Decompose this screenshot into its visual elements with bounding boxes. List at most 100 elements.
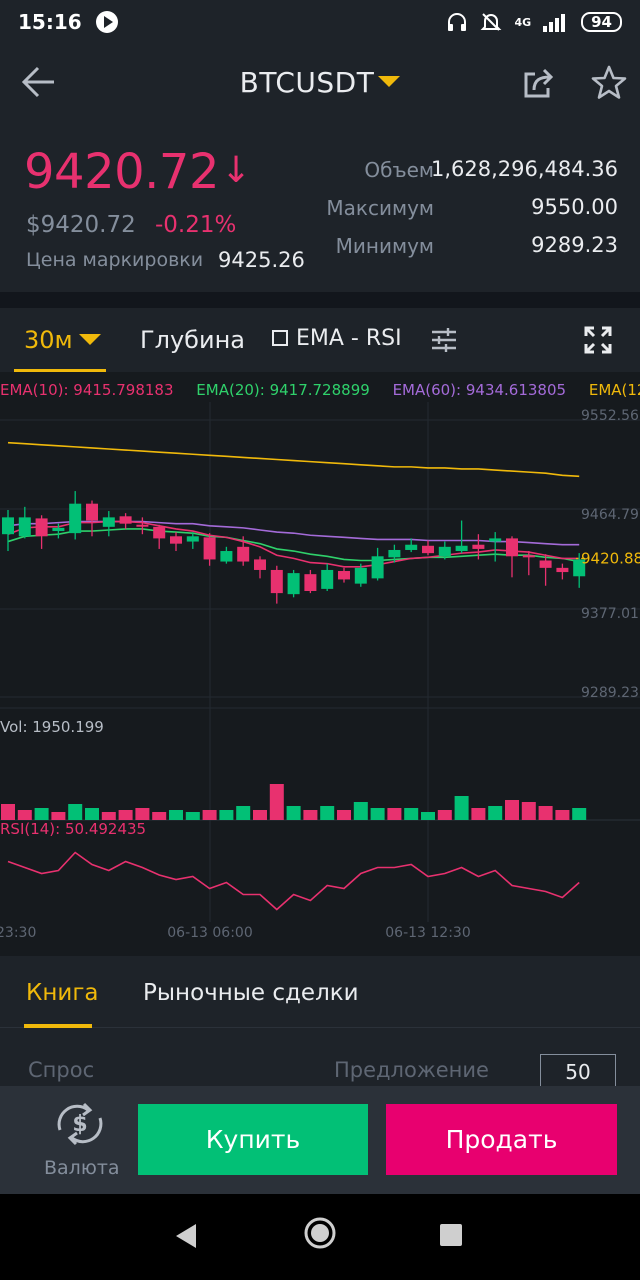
system-nav-bar <box>0 1194 640 1280</box>
candle-body <box>455 545 468 552</box>
ema10-line <box>7 520 580 568</box>
ema60-label: EMA(60): 9434.613805 <box>392 381 567 399</box>
candle-body <box>539 560 552 568</box>
buy-button[interactable]: Купить <box>138 1104 368 1175</box>
divider <box>0 292 640 308</box>
rsi-line <box>7 851 580 911</box>
interval-label: 30м <box>24 326 73 354</box>
volume-label: Vol: 1950.199 <box>0 718 104 736</box>
usd-price: $9420.72 <box>26 212 136 238</box>
volume-bar <box>387 808 402 820</box>
candle-body <box>489 538 502 542</box>
volume-bar <box>169 810 183 820</box>
candle-body <box>119 516 132 524</box>
interval-underline <box>14 369 106 372</box>
candle-body <box>52 527 65 532</box>
ema-legend: EMA(10): 9415.798183 EMA(20): 9417.72889… <box>0 381 640 399</box>
volume-bar <box>85 808 99 820</box>
header: BTCUSDT <box>0 44 640 122</box>
volume-bar <box>253 810 267 820</box>
candle-body <box>472 544 485 549</box>
volume-bar <box>337 810 351 820</box>
kline-chart[interactable]: 9552.56 9464.79 9377.01 9289.23 9420.88 Vol: … <box>0 372 640 956</box>
candle-body <box>102 517 115 527</box>
volume-bar <box>51 812 66 820</box>
caret-down-icon <box>378 75 401 87</box>
play-icon <box>95 11 118 33</box>
high-label: Максимум <box>326 196 434 220</box>
symbol-selector[interactable]: BTCUSDT <box>0 66 640 99</box>
nav-recents-icon[interactable] <box>440 1224 462 1246</box>
time-axis-label: 23:30 <box>0 925 36 941</box>
mute-bell-icon <box>481 13 502 31</box>
book-tabs: Книга Рыночные сделки <box>0 956 640 1028</box>
volume-bar <box>286 806 301 820</box>
bid-column-label: Спрос <box>28 1058 95 1082</box>
volume-bar <box>202 810 217 820</box>
candle-body <box>405 544 418 550</box>
order-book-header: Спрос Предложение 50 <box>0 1028 640 1088</box>
volume-bar <box>269 784 284 820</box>
depth-select[interactable]: 50 <box>540 1054 616 1088</box>
volume-bar <box>353 802 368 820</box>
share-icon[interactable] <box>522 66 556 100</box>
high-value: 9550.00 <box>531 195 618 219</box>
candle-body <box>203 537 216 560</box>
tab-order-book[interactable]: Книга <box>26 980 99 1006</box>
sell-button[interactable]: Продать <box>386 1104 617 1175</box>
volume-bar <box>152 812 167 820</box>
candle-body <box>388 549 401 558</box>
candle-body <box>438 546 451 557</box>
candle-body <box>354 567 367 584</box>
signal-icon <box>543 14 566 32</box>
caret-down-icon <box>78 333 101 345</box>
indicator-selector[interactable]: EMA - RSI <box>272 326 402 351</box>
tab-depth[interactable]: Глубина <box>140 326 245 354</box>
favorite-star-icon[interactable] <box>590 64 628 102</box>
nav-home-icon[interactable] <box>303 1216 337 1250</box>
nav-back-icon[interactable] <box>174 1222 198 1250</box>
price-axis-label: 9289.23 <box>581 685 639 701</box>
candle-body <box>136 524 149 527</box>
volume-bar <box>572 808 587 820</box>
svg-text:$: $ <box>72 1112 87 1137</box>
volume-bar <box>1 804 15 820</box>
status-bar: 15:16 4G 94 <box>0 0 640 44</box>
ask-column-label: Предложение <box>334 1058 489 1082</box>
candle-body <box>170 536 182 544</box>
fullscreen-icon[interactable] <box>584 326 612 354</box>
price-axis-label: 9552.56 <box>581 408 639 424</box>
low-value: 9289.23 <box>531 233 618 257</box>
battery-icon: 94 <box>581 12 622 32</box>
candle-body <box>287 573 300 595</box>
currency-exchange-icon[interactable]: $ <box>50 1100 110 1148</box>
volume-bar <box>185 812 200 820</box>
back-arrow-icon[interactable] <box>18 64 58 100</box>
volume-bar <box>538 806 553 820</box>
volume-label: Объем <box>364 158 434 182</box>
candle-body <box>18 517 31 537</box>
volume-bar <box>118 810 133 820</box>
volume-bar <box>454 796 469 820</box>
mark-price-label: Цена маркировки <box>26 249 204 271</box>
volume-value: 1,628,296,484.36 <box>430 157 618 181</box>
time-axis-label: 06-13 12:30 <box>385 925 470 941</box>
indicator-box-icon <box>272 330 288 346</box>
interval-selector[interactable]: 30м <box>24 326 101 354</box>
chart-canvas[interactable]: 9552.56 9464.79 9377.01 9289.23 9420.88 Vol: … <box>0 372 640 956</box>
indicator-label: EMA - RSI <box>296 326 402 351</box>
volume-bar <box>236 806 251 820</box>
volume-bar <box>34 808 49 820</box>
candle-body <box>338 571 350 580</box>
price-axis-label: 9464.79 <box>581 507 639 523</box>
price-axis-label: 9377.01 <box>581 606 639 622</box>
status-time: 15:16 <box>18 10 82 34</box>
volume-bar <box>521 802 536 820</box>
volume-bar <box>68 804 83 820</box>
currency-label[interactable]: Валюта <box>44 1157 120 1179</box>
settings-sliders-icon[interactable] <box>430 326 458 354</box>
symbol-title: BTCUSDT <box>239 66 375 99</box>
candle-body <box>422 545 434 554</box>
candle-body <box>304 574 317 591</box>
tab-market-trades[interactable]: Рыночные сделки <box>143 980 359 1006</box>
